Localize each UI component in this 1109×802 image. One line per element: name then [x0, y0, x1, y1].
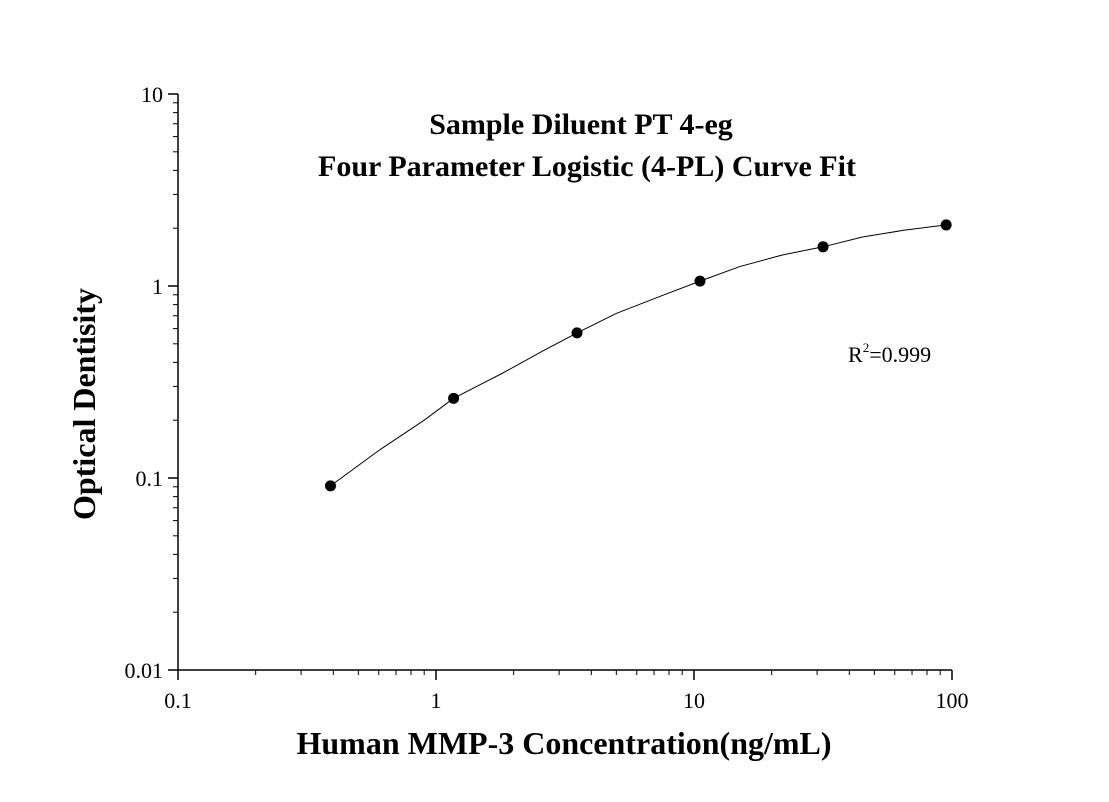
data-point — [694, 275, 706, 287]
data-point — [571, 327, 583, 339]
y-tick-label: 0.1 — [136, 466, 164, 491]
data-point — [817, 241, 829, 253]
chart-title: Sample Diluent PT 4-eg — [429, 108, 733, 141]
x-tick-label: 0.1 — [164, 688, 192, 713]
r-squared-base: R — [848, 342, 863, 367]
y-tick-label: 10 — [141, 82, 163, 107]
x-tick-label: 100 — [936, 688, 969, 713]
x-tick-label: 1 — [431, 688, 442, 713]
r-squared-annotation: R2=0.999 — [848, 340, 931, 367]
data-point — [448, 392, 460, 404]
x-tick-label: 10 — [683, 688, 705, 713]
x-axis-ticks: 0.1 1 10 100 — [164, 670, 969, 713]
fit-curve-line — [330, 224, 947, 487]
chart-subtitle: Four Parameter Logistic (4-PL) Curve Fit — [318, 150, 856, 183]
data-points — [324, 219, 952, 492]
x-axis-title: Human MMP-3 Concentration(ng/mL) — [296, 725, 831, 761]
data-point — [324, 480, 336, 492]
fit-curve — [330, 224, 947, 487]
y-tick-label: 0.01 — [125, 658, 164, 683]
data-point — [940, 219, 952, 231]
r-squared-superscript: 2 — [863, 340, 870, 355]
y-tick-label: 1 — [152, 274, 163, 299]
y-axis-title: Optical Dentisity — [66, 288, 102, 520]
plot-frame — [177, 94, 952, 671]
r-squared-value: =0.999 — [869, 342, 931, 367]
y-axis-ticks: 0.01 0.1 1 10 — [125, 82, 178, 683]
